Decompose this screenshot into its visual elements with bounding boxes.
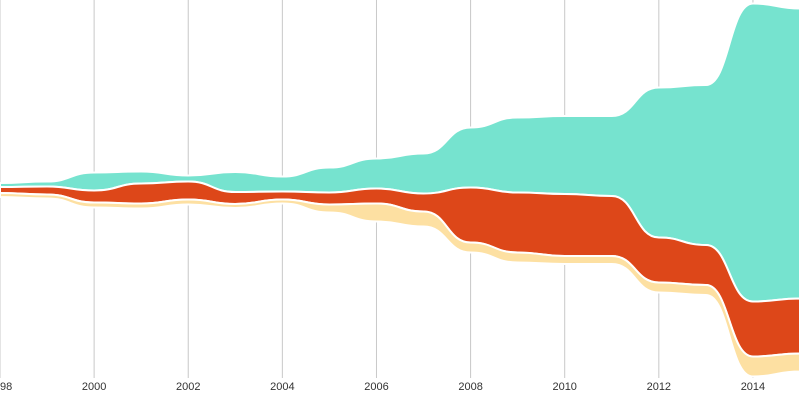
x-tick-label: 1998 [0,381,12,393]
x-tick-label: 2014 [741,381,765,393]
x-tick-label: 2006 [364,381,388,393]
x-tick-label: 2000 [82,381,106,393]
x-axis: 1998 2000 2002 2004 2006 2008 2010 2012 2014 [0,381,765,393]
streams [0,2,800,378]
x-tick-label: 2010 [552,381,576,393]
x-tick-label: 2012 [647,381,671,393]
x-tick-label: 2002 [176,381,200,393]
x-tick-label: 2004 [270,381,294,393]
x-tick-label: 2008 [458,381,482,393]
